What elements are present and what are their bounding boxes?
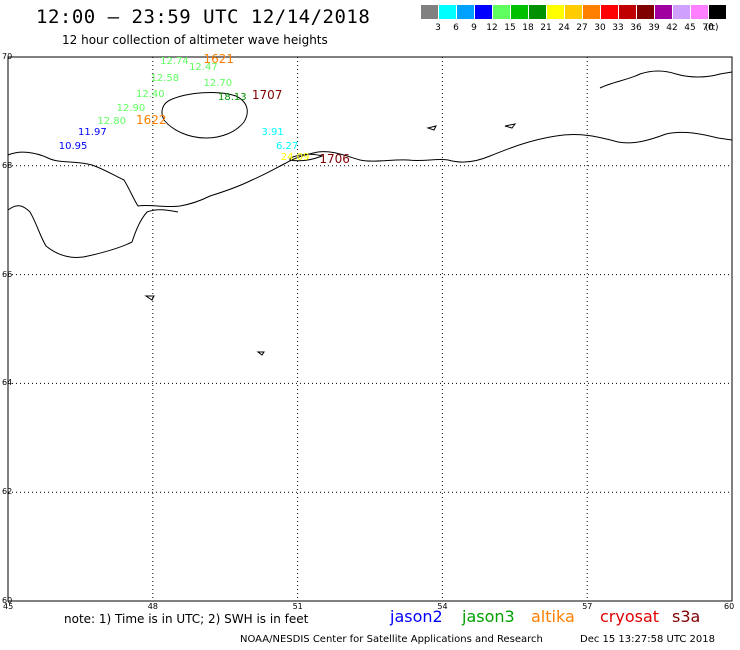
legend-label: 36	[630, 23, 642, 33]
wave-height-value: 12.40	[135, 89, 165, 101]
generation-timestamp: Dec 15 13:27:58 UTC 2018	[580, 634, 715, 645]
wave-height-value: 12.74	[160, 56, 189, 68]
legend-label: 33	[612, 23, 624, 33]
latitude-label: 70	[2, 52, 13, 61]
map-frame	[7, 56, 733, 602]
legend-label: 39	[648, 23, 660, 33]
legend-label: 30	[594, 23, 606, 33]
kanin-coast	[7, 151, 287, 208]
kolguev-island	[161, 92, 248, 139]
wave-height-value: 10.95	[58, 140, 88, 152]
legend-swatch	[457, 5, 474, 19]
legend-label: 27	[576, 23, 588, 33]
pass-time-label: 1621	[203, 51, 235, 66]
small-islet-a	[144, 295, 155, 301]
legend-label: 21	[540, 23, 552, 33]
map-title: 12:00 – 23:59 UTC 12/14/2018	[36, 6, 371, 28]
legend-swatch	[547, 5, 564, 19]
mezen-bay-coast	[7, 205, 179, 259]
map-subtitle: 12 hour collection of altimeter wave hei…	[62, 33, 328, 47]
legend-label: 9	[471, 23, 477, 33]
legend-swatch	[619, 5, 636, 19]
legend-label: 12	[486, 23, 498, 33]
wave-height-value: 12.47	[189, 61, 218, 73]
latitude-label: 60	[2, 596, 13, 605]
longitude-label: 45	[3, 602, 14, 611]
wave-height-value: 3.91	[261, 127, 284, 139]
legend-swatch	[673, 5, 690, 19]
legend-label: 3	[435, 23, 441, 33]
pass-time-label: 1707	[251, 88, 283, 103]
satellite-altika: altika	[531, 607, 575, 626]
longitude-label: 60	[724, 602, 735, 611]
legend-swatch	[493, 5, 510, 19]
legend-label: 15	[504, 23, 516, 33]
small-islet-c	[504, 123, 517, 129]
small-islet-b	[256, 351, 265, 356]
pechora-sea-coast	[285, 131, 733, 164]
legend-label: 45	[684, 23, 696, 33]
vaygach-islet	[289, 153, 324, 162]
wave-height-value: 11.97	[78, 127, 107, 139]
wave-height-value: 6.27	[275, 140, 299, 152]
latitude-label: 68	[2, 160, 13, 170]
credit-line: NOAA/NESDIS Center for Satellite Applica…	[240, 634, 543, 645]
satellite-s3a: s3a	[672, 607, 701, 626]
legend-swatch	[511, 5, 528, 19]
latitude-label: 64	[2, 378, 13, 388]
legend-swatch	[439, 5, 456, 19]
novaya-zemlya-coast	[599, 70, 733, 89]
legend-label: 6	[453, 23, 459, 33]
latitude-label: 66	[2, 269, 13, 279]
longitude-label: 54	[437, 602, 448, 611]
legend-label: 70	[702, 23, 714, 33]
legend-label: 24	[558, 23, 570, 33]
graticule	[8, 57, 732, 601]
legend-swatch	[601, 5, 618, 19]
legend-swatch	[655, 5, 672, 19]
satellite-jason3: jason3	[462, 607, 515, 626]
satellite-jason2: jason2	[390, 607, 443, 626]
legend-swatch	[709, 5, 726, 19]
legend-label: 18	[522, 23, 534, 33]
longitude-label: 57	[582, 602, 593, 611]
wave-height-value: 12.90	[116, 102, 146, 114]
latitude-label: 62	[2, 487, 13, 497]
legend-swatch	[421, 5, 438, 19]
pass-time-label: 1622	[135, 112, 167, 127]
legend-swatch	[475, 5, 492, 19]
pass-time-label: 1706	[319, 152, 350, 167]
wave-height-value: 12.58	[150, 72, 180, 84]
wave-height-value: 18.13	[218, 91, 247, 103]
wave-height-value: 12.80	[97, 116, 126, 128]
legend-swatch	[691, 5, 708, 19]
longitude-label: 48	[147, 602, 158, 611]
satellite-cryosat: cryosat	[600, 607, 660, 626]
legend-swatch	[529, 5, 546, 19]
coastline	[7, 70, 733, 356]
legend-label: 42	[666, 23, 678, 33]
longitude-label: 51	[292, 602, 303, 611]
wave-height-value: 24.09	[280, 151, 310, 163]
legend-swatch	[565, 5, 582, 19]
legend-swatch	[637, 5, 654, 19]
legend-unit: (ft)	[705, 23, 719, 33]
wave-height-value: 12.70	[203, 78, 233, 90]
legend-swatch	[583, 5, 600, 19]
footer-note: note: 1) Time is in UTC; 2) SWH is in fe…	[64, 612, 309, 626]
small-islet-d	[426, 125, 437, 131]
